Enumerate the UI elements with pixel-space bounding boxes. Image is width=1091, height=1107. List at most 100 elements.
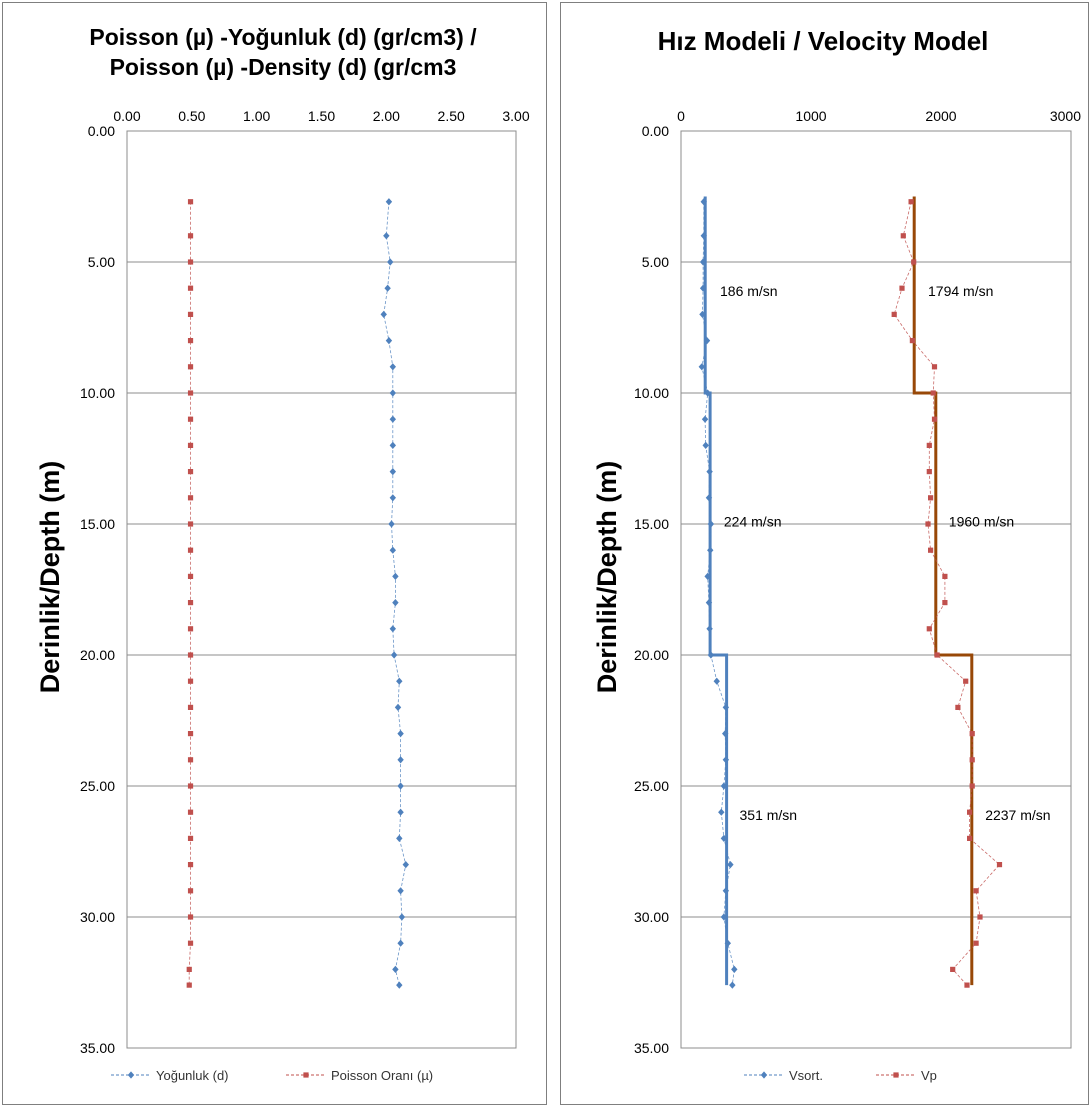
velocity-label: 186 m/sn — [720, 283, 778, 299]
x-tick-label: 3000 — [1050, 108, 1081, 124]
data-point — [187, 442, 194, 448]
data-point — [699, 310, 706, 318]
y-tick-label: 15.00 — [634, 516, 669, 532]
data-point — [389, 415, 397, 423]
data-point — [187, 311, 194, 317]
y-tick-label: 25.00 — [634, 778, 669, 794]
legend-marker — [303, 1072, 309, 1078]
chart-title-line-1: Poisson (µ) -Yoğunluk (d) (gr/cm3) / — [89, 24, 477, 50]
data-point — [396, 834, 403, 842]
y-tick-label: 20.00 — [634, 647, 669, 663]
data-point — [187, 364, 194, 370]
legend-label: Vp — [921, 1068, 937, 1083]
x-tick-label: 1.50 — [308, 108, 335, 124]
chart-title: Hız Modeli / Velocity Model — [658, 26, 989, 56]
series-line-1 — [893, 201, 1001, 986]
data-point — [389, 363, 397, 371]
x-tick-label: 0.50 — [178, 108, 205, 124]
data-point — [398, 913, 406, 921]
data-point — [187, 495, 194, 501]
data-point — [699, 258, 707, 266]
data-point — [388, 520, 395, 528]
data-point — [187, 731, 194, 737]
y-tick-label: 30.00 — [634, 909, 669, 925]
data-point — [931, 364, 938, 370]
data-point — [729, 981, 736, 989]
series-line-1 — [188, 201, 191, 986]
data-point — [385, 337, 393, 345]
x-tick-label: 2.00 — [373, 108, 400, 124]
data-point — [928, 495, 934, 501]
data-point — [186, 982, 192, 988]
data-point — [389, 468, 397, 476]
velocity-label: 2237 m/sn — [985, 807, 1050, 823]
data-point — [977, 914, 983, 920]
data-point — [387, 258, 394, 266]
data-point — [909, 338, 915, 344]
data-point — [963, 678, 969, 684]
data-point — [389, 441, 397, 449]
data-point — [704, 389, 711, 397]
data-point — [973, 940, 979, 946]
data-point — [969, 783, 975, 789]
data-point — [926, 442, 932, 448]
data-point — [389, 494, 397, 502]
data-point — [931, 416, 938, 422]
data-point — [925, 521, 931, 527]
y-tick-label: 35.00 — [634, 1040, 669, 1056]
vp-model-step-line — [912, 196, 974, 986]
velocity-label: 351 m/sn — [740, 807, 798, 823]
data-point — [187, 704, 194, 710]
data-point — [942, 600, 948, 606]
data-point — [942, 573, 948, 579]
data-point — [930, 390, 936, 396]
data-point — [187, 914, 194, 920]
y-tick-label: 10.00 — [634, 385, 669, 401]
data-point — [187, 783, 194, 789]
x-tick-label: 2.50 — [438, 108, 465, 124]
data-point — [706, 468, 713, 476]
data-point — [390, 651, 398, 659]
x-tick-label: 0.00 — [113, 108, 140, 124]
x-tick-label: 1.00 — [243, 108, 270, 124]
data-point — [187, 416, 194, 422]
data-point — [969, 757, 975, 763]
y-tick-label: 0.00 — [642, 123, 669, 139]
data-point — [973, 888, 979, 894]
data-point — [187, 547, 194, 553]
data-point — [969, 731, 975, 737]
data-point — [950, 966, 956, 972]
data-point — [731, 965, 738, 973]
y-tick-label: 35.00 — [80, 1040, 115, 1056]
data-point — [926, 626, 932, 632]
data-point — [187, 285, 194, 291]
series-line-0 — [383, 201, 407, 986]
data-point — [187, 338, 194, 344]
legend-label: Vsort. — [789, 1068, 823, 1083]
density-poisson-chart: Poisson (µ) -Yoğunluk (d) (gr/cm3) / Poi… — [35, 24, 530, 1083]
data-point — [389, 389, 397, 397]
x-tick-label: 2000 — [925, 108, 956, 124]
velocity-model-chart: Hız Modeli / Velocity Model Derinlik/Dep… — [592, 26, 1081, 1083]
data-point — [928, 547, 934, 553]
data-point — [700, 198, 707, 206]
data-point — [392, 599, 399, 607]
data-point — [187, 626, 194, 632]
legend-label: Poisson Oranı (µ) — [331, 1068, 433, 1083]
velocity-label: 224 m/sn — [724, 514, 782, 530]
data-point — [727, 861, 734, 869]
data-point — [187, 469, 194, 475]
data-point — [397, 939, 404, 947]
y-tick-label: 0.00 — [88, 123, 115, 139]
y-tick-label: 30.00 — [80, 909, 115, 925]
y-tick-label: 5.00 — [642, 254, 669, 270]
data-point — [713, 677, 720, 685]
data-point — [396, 981, 403, 989]
data-point — [701, 415, 709, 423]
data-point — [702, 441, 709, 449]
x-tick-label: 3.00 — [502, 108, 529, 124]
data-point — [187, 757, 194, 763]
data-point — [187, 835, 194, 841]
y-axis-label: Derinlik/Depth (m) — [35, 461, 65, 694]
data-point — [187, 862, 194, 868]
